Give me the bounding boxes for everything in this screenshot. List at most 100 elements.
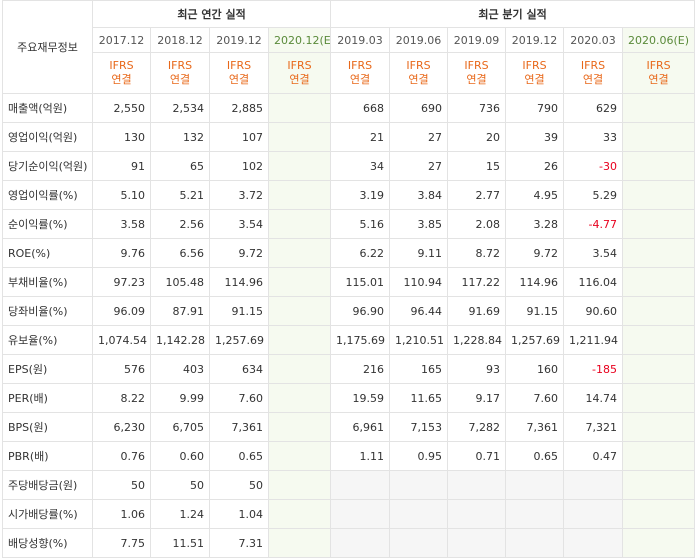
row-label: 부채비율(%) xyxy=(2,267,93,297)
table-cell: 97.23 xyxy=(92,267,151,297)
consolidated-label: 연결 xyxy=(648,73,669,86)
table-cell xyxy=(622,470,696,500)
table-cell: 91.15 xyxy=(505,296,565,326)
table-cell: 2,550 xyxy=(92,93,151,123)
row-label: 영업이익률(%) xyxy=(2,180,93,210)
table-cell: 7,153 xyxy=(389,412,449,442)
row-label: ROE(%) xyxy=(2,238,93,268)
table-cell: 96.09 xyxy=(92,296,151,326)
row-label: 영업이익(억원) xyxy=(2,122,93,152)
table-row: EPS(원) 576 403 634 216 165 93 160 -185 xyxy=(2,354,696,384)
table-cell: 6.56 xyxy=(150,238,210,268)
row-label: 배당성향(%) xyxy=(2,528,93,558)
table-cell: 27 xyxy=(389,151,449,181)
row-label: 시가배당률(%) xyxy=(2,499,93,529)
table-cell: 576 xyxy=(92,354,151,384)
table-cell: 91 xyxy=(92,151,151,181)
table-cell xyxy=(267,470,332,500)
table-cell: 11.51 xyxy=(150,528,210,558)
table-row: 영업이익률(%) 5.10 5.21 3.72 3.19 3.84 2.77 4.95 5.29 xyxy=(2,180,696,210)
row-label: BPS(원) xyxy=(2,412,93,442)
table-cell xyxy=(563,528,624,558)
table-cell xyxy=(505,499,565,529)
period-header: 2020.12(E) xyxy=(267,27,332,53)
table-cell: 1,257.69 xyxy=(505,325,565,355)
row-label: PER(배) xyxy=(2,383,93,413)
table-cell xyxy=(267,499,332,529)
table-cell xyxy=(622,209,696,239)
table-cell xyxy=(622,151,696,181)
table-cell: 1,074.54 xyxy=(92,325,151,355)
consolidated-label: 연결 xyxy=(228,73,250,86)
table-cell: 3.54 xyxy=(563,238,624,268)
table-row: 매출액(억원) 2,550 2,534 2,885 668 690 736 790 629 xyxy=(2,93,696,123)
table-cell xyxy=(622,441,696,471)
table-cell: 736 xyxy=(447,93,507,123)
row-label: EPS(원) xyxy=(2,354,93,384)
table-cell: 114.96 xyxy=(505,267,565,297)
table-cell: 102 xyxy=(209,151,269,181)
consolidated-label: 연결 xyxy=(111,73,132,86)
table-cell: 117.22 xyxy=(447,267,507,297)
table-cell xyxy=(389,470,449,500)
table-cell: 0.76 xyxy=(92,441,151,471)
table-cell: 5.29 xyxy=(563,180,624,210)
table-cell: 3.28 xyxy=(505,209,565,239)
ifrs-label: IFRS xyxy=(287,59,312,72)
table-cell xyxy=(389,499,449,529)
table-cell: 1.06 xyxy=(92,499,151,529)
table-cell: 634 xyxy=(209,354,269,384)
table-cell: -185 xyxy=(563,354,624,384)
table-cell xyxy=(267,122,332,152)
table-cell xyxy=(267,180,332,210)
consolidated-label: 연결 xyxy=(289,73,310,86)
table-cell xyxy=(330,499,391,529)
table-cell: 3.58 xyxy=(92,209,151,239)
table-cell: 65 xyxy=(150,151,210,181)
table-cell xyxy=(447,470,507,500)
table-cell: 403 xyxy=(150,354,210,384)
ifrs-badge: IFRS 연결 xyxy=(447,52,507,94)
table-cell: 11.65 xyxy=(389,383,449,413)
table-cell: 33 xyxy=(563,122,624,152)
table-cell: 1,211.94 xyxy=(563,325,624,355)
period-header: 2019.12 xyxy=(505,27,565,53)
table-cell xyxy=(267,267,332,297)
table-cell xyxy=(267,325,332,355)
period-header: 2019.03 xyxy=(330,27,391,53)
table-cell: 0.60 xyxy=(150,441,210,471)
table-cell: 107 xyxy=(209,122,269,152)
consolidated-label: 연결 xyxy=(582,73,604,86)
table-cell xyxy=(622,267,696,297)
table-cell: 2,534 xyxy=(150,93,210,123)
table-cell: 26 xyxy=(505,151,565,181)
table-cell xyxy=(389,528,449,558)
table-cell xyxy=(447,499,507,529)
table-cell: 9.17 xyxy=(447,383,507,413)
table-cell: 21 xyxy=(330,122,391,152)
table-cell: -30 xyxy=(563,151,624,181)
consolidated-label: 연결 xyxy=(408,73,429,86)
table-cell: 9.72 xyxy=(505,238,565,268)
table-cell xyxy=(267,383,332,413)
table-cell: 91.15 xyxy=(209,296,269,326)
financial-rows: 매출액(억원) 2,550 2,534 2,885 668 690 736 790 629 영업이… xyxy=(2,93,696,558)
table-cell: 19.59 xyxy=(330,383,391,413)
table-cell: 2.77 xyxy=(447,180,507,210)
table-cell: 9.76 xyxy=(92,238,151,268)
corner-label: 주요재무정보 xyxy=(2,0,93,94)
table-cell: 105.48 xyxy=(150,267,210,297)
period-header: 2020.03 xyxy=(563,27,624,53)
table-cell: 6,230 xyxy=(92,412,151,442)
table-row: PBR(배) 0.76 0.60 0.65 1.11 0.95 0.71 0.65 0.47 xyxy=(2,441,696,471)
table-row: 주당배당금(원) 50 50 50 xyxy=(2,470,696,500)
table-cell xyxy=(563,499,624,529)
table-cell: 14.74 xyxy=(563,383,624,413)
ifrs-label: IFRS xyxy=(464,59,489,72)
table-cell: 96.44 xyxy=(389,296,449,326)
table-cell: 9.99 xyxy=(150,383,210,413)
table-cell: 50 xyxy=(209,470,269,500)
table-cell: 132 xyxy=(150,122,210,152)
table-cell xyxy=(505,470,565,500)
table-cell: 1,142.28 xyxy=(150,325,210,355)
